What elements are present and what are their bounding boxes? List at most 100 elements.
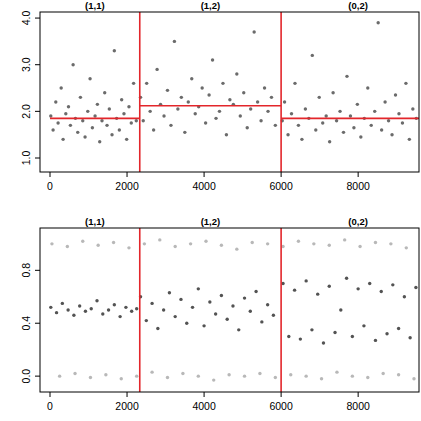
point xyxy=(390,133,393,136)
point xyxy=(91,126,94,129)
point xyxy=(55,311,58,314)
point xyxy=(299,337,302,340)
point xyxy=(412,377,415,380)
point xyxy=(300,138,303,141)
point xyxy=(120,98,123,101)
point xyxy=(66,245,69,248)
point xyxy=(61,138,64,141)
point xyxy=(187,100,190,103)
point xyxy=(81,240,84,243)
point xyxy=(169,124,172,127)
point xyxy=(370,124,373,127)
point xyxy=(254,290,257,293)
segment-label: (1,2) xyxy=(201,216,221,227)
point xyxy=(208,300,211,303)
point xyxy=(191,306,194,309)
point xyxy=(214,117,217,120)
point xyxy=(366,86,369,89)
y-tick-label: 1.0 xyxy=(20,151,32,166)
point xyxy=(287,335,290,338)
point xyxy=(155,68,158,71)
point xyxy=(204,121,207,124)
point xyxy=(411,107,414,110)
y-tick xyxy=(35,270,40,271)
point xyxy=(391,283,394,286)
x-tick xyxy=(281,392,282,397)
point xyxy=(263,86,266,89)
point xyxy=(143,242,146,245)
point xyxy=(312,242,315,245)
point xyxy=(394,93,397,96)
point xyxy=(162,308,165,311)
point xyxy=(152,128,155,131)
x-tick-label: 6000 xyxy=(269,180,293,192)
segment-mean xyxy=(281,118,419,120)
point xyxy=(135,307,138,310)
point xyxy=(98,140,101,143)
point xyxy=(228,98,231,101)
point xyxy=(339,308,342,311)
point xyxy=(86,110,89,113)
point xyxy=(258,372,261,375)
point xyxy=(113,49,116,52)
point xyxy=(101,312,104,315)
point xyxy=(105,124,108,127)
y-tick xyxy=(35,64,40,65)
point xyxy=(366,376,369,379)
point xyxy=(173,40,176,43)
point xyxy=(283,100,286,103)
point xyxy=(249,310,252,313)
point xyxy=(314,128,317,131)
point xyxy=(83,135,86,138)
point xyxy=(383,100,386,103)
point xyxy=(335,370,338,373)
point xyxy=(150,370,153,373)
point xyxy=(95,299,98,302)
point xyxy=(260,320,263,323)
segment-mean xyxy=(50,118,140,120)
point xyxy=(212,378,215,381)
point xyxy=(381,372,384,375)
point xyxy=(397,327,400,330)
point xyxy=(297,124,300,127)
point xyxy=(173,315,176,318)
point xyxy=(352,126,355,129)
point xyxy=(145,319,148,322)
point xyxy=(168,291,171,294)
point xyxy=(349,114,352,117)
point xyxy=(389,242,392,245)
point xyxy=(331,91,334,94)
point xyxy=(127,105,130,108)
point xyxy=(408,336,411,339)
point xyxy=(362,324,365,327)
point xyxy=(324,114,327,117)
x-tick-label: 4000 xyxy=(192,180,216,192)
point xyxy=(84,310,87,313)
y-tick-label: 0.8 xyxy=(20,263,32,278)
y-tick-label: 4.0 xyxy=(20,11,32,26)
point xyxy=(79,96,82,99)
x-tick-label: 0 xyxy=(47,180,53,192)
point xyxy=(93,114,96,117)
point xyxy=(180,96,183,99)
point xyxy=(88,77,91,80)
point xyxy=(120,377,123,380)
point xyxy=(96,243,99,246)
point xyxy=(122,112,125,115)
point xyxy=(58,374,61,377)
point xyxy=(72,314,75,317)
y-tick-label: 0.4 xyxy=(20,316,32,331)
changepoint xyxy=(280,228,282,392)
point xyxy=(204,240,207,243)
point xyxy=(335,119,338,122)
y-tick-label: 3.0 xyxy=(20,57,32,72)
point xyxy=(251,241,254,244)
point xyxy=(107,308,110,311)
plot-area xyxy=(49,228,418,392)
point xyxy=(380,290,383,293)
point xyxy=(318,96,321,99)
x-tick-label: 2000 xyxy=(115,180,139,192)
x-tick xyxy=(50,172,51,177)
point xyxy=(189,242,192,245)
point xyxy=(225,133,228,136)
